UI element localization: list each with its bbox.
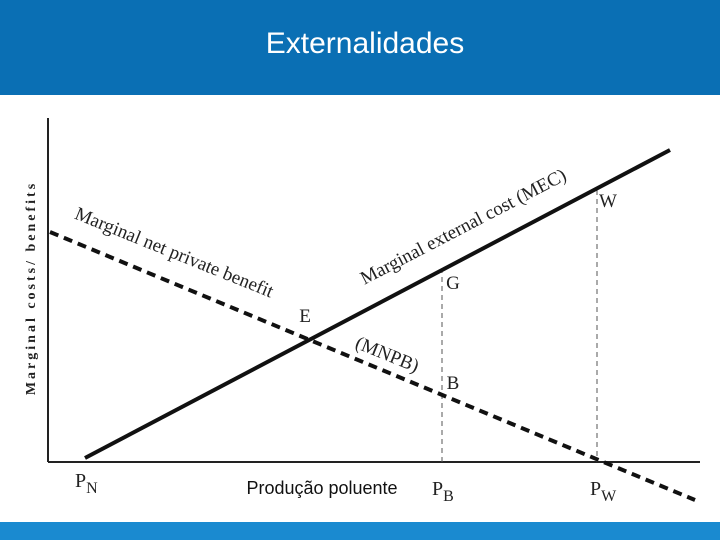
x-point-label: PB <box>432 478 454 505</box>
x-point-label: PW <box>590 478 617 505</box>
slide-title: Externalidades <box>266 27 464 60</box>
point-label: W <box>599 191 617 212</box>
label-main: P <box>432 478 443 500</box>
point-label: B <box>447 373 460 394</box>
mec-label: Marginal external cost (MEC) <box>357 165 570 289</box>
mec-line <box>84 148 671 460</box>
mnpb-label: Marginal net private benefit <box>72 203 277 302</box>
footer-bar <box>0 522 720 540</box>
label-sub: W <box>601 488 617 505</box>
label-sub: N <box>86 480 98 497</box>
point-label: E <box>299 306 311 327</box>
y-axis-label: Marginal costs/ benefits <box>24 181 39 395</box>
x-axis-label: Produção poluente <box>246 478 397 498</box>
point-label: G <box>446 273 460 294</box>
label-sub: B <box>443 488 454 505</box>
header-bar <box>0 0 720 95</box>
mnpb-line <box>49 230 696 502</box>
label-main: P <box>590 478 601 500</box>
x-point-label: PN <box>75 470 98 497</box>
label-main: P <box>75 470 86 492</box>
